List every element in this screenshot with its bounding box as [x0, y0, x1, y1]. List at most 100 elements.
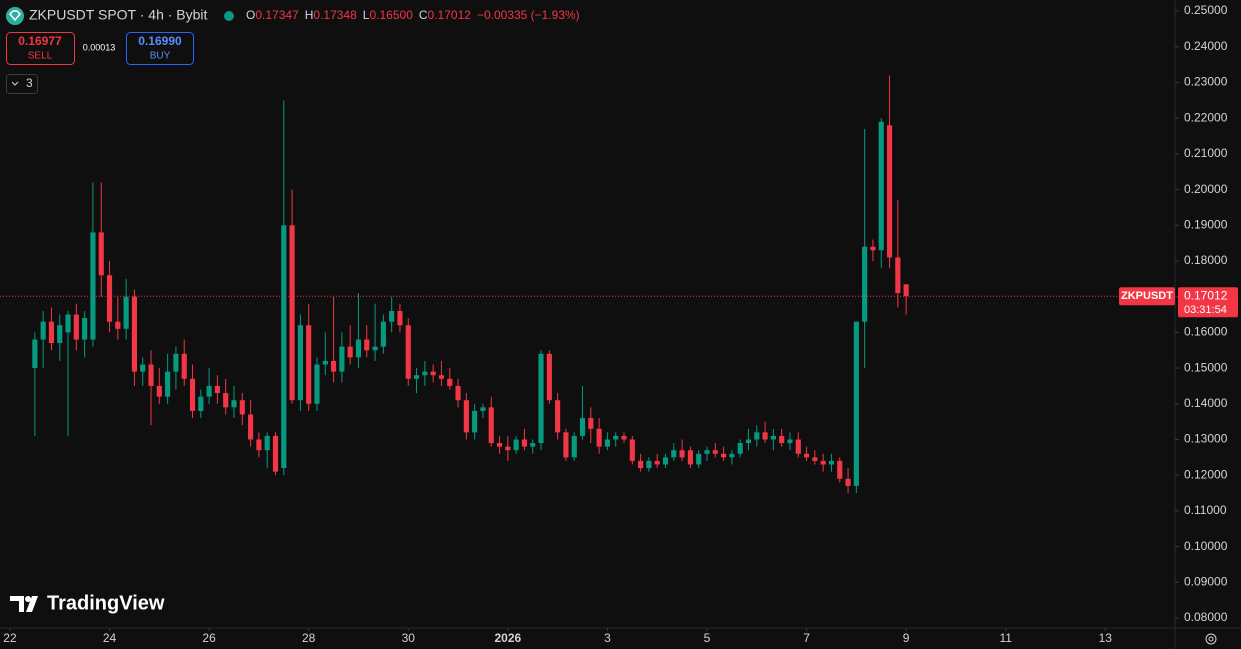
- candle-body: [629, 439, 635, 461]
- candle-body: [621, 435, 627, 440]
- candle-body: [40, 321, 46, 340]
- candle-body: [148, 364, 154, 386]
- candle-body: [106, 275, 113, 322]
- candle-body: [140, 364, 146, 372]
- candle-body: [878, 121, 884, 251]
- candle-body: [546, 353, 552, 401]
- candle-body: [239, 400, 245, 415]
- candle-body: [422, 371, 428, 376]
- candle-body: [638, 460, 644, 469]
- x-tick-label: 13: [1099, 631, 1113, 645]
- candle-body: [779, 435, 785, 444]
- candle-body: [837, 460, 843, 479]
- brand-logo-dot: [25, 596, 31, 602]
- candle-body: [281, 225, 287, 469]
- sell-label[interactable]: SELL: [28, 51, 53, 62]
- candle-body: [165, 371, 171, 397]
- candle-body: [438, 375, 445, 379]
- candle-body: [272, 435, 279, 472]
- x-tick-label: 26: [202, 631, 216, 645]
- y-tick-label: 0.12000: [1184, 467, 1228, 481]
- candle-body: [903, 284, 909, 297]
- sell-button[interactable]: [6, 32, 75, 65]
- c-label: C: [419, 8, 428, 22]
- x-tick-label: 30: [402, 631, 416, 645]
- y-tick-label: 0.15000: [1184, 360, 1228, 374]
- candle-body: [812, 457, 818, 461]
- candle-body: [579, 418, 586, 436]
- candle-body: [397, 310, 403, 326]
- candle-body: [322, 360, 328, 365]
- x-tick-label: 28: [302, 631, 316, 645]
- x-tick-label: 22: [3, 631, 17, 645]
- candle-body: [355, 339, 362, 358]
- candle-body: [372, 346, 378, 351]
- y-tick-label: 0.14000: [1184, 396, 1228, 410]
- y-tick-label: 0.24000: [1184, 39, 1228, 53]
- candle-body: [795, 439, 801, 454]
- l-value: 0.16500: [369, 8, 413, 22]
- indicators-toggle[interactable]: [6, 74, 38, 94]
- y-tick-label: 0.16000: [1184, 325, 1228, 339]
- candle-body: [248, 414, 254, 440]
- candle-body: [803, 453, 810, 458]
- candle-body: [264, 435, 270, 451]
- buy-label[interactable]: BUY: [150, 51, 171, 62]
- buy-button[interactable]: [126, 32, 194, 65]
- symbol-tag: [1119, 287, 1175, 306]
- candle-body: [206, 385, 212, 397]
- candle-body: [463, 400, 469, 433]
- candle-body: [646, 460, 652, 469]
- c-value: 0.17012: [428, 8, 472, 22]
- candle-body: [862, 246, 868, 322]
- status-dot: [224, 11, 234, 21]
- candle-body: [654, 460, 660, 465]
- candle-body: [513, 439, 519, 451]
- y-tick-label: 0.19000: [1184, 217, 1228, 231]
- candle-body: [895, 257, 901, 294]
- candle-body: [521, 439, 528, 447]
- candle-body: [231, 400, 237, 408]
- candle-body: [571, 435, 577, 458]
- candle-body: [65, 314, 71, 333]
- candle-body: [754, 432, 760, 440]
- sell-price[interactable]: 0.16977: [18, 34, 62, 48]
- ohlc: O0.17347 H0.17348 L0.16500 C0.17012 −0.00335…: [246, 8, 580, 22]
- candle-body: [679, 450, 685, 458]
- candle-body: [380, 321, 386, 347]
- candle-body: [480, 407, 486, 411]
- y-tick-label: 0.23000: [1184, 75, 1228, 89]
- candle-body: [455, 385, 461, 401]
- candle-body: [32, 339, 38, 369]
- candle-body: [430, 371, 436, 376]
- candle-body: [48, 321, 55, 344]
- candle-body: [820, 460, 826, 465]
- y-tick-label: 0.20000: [1184, 182, 1228, 196]
- candle-body: [729, 453, 735, 458]
- candle-body: [339, 346, 345, 372]
- candle-body: [870, 246, 876, 251]
- candle-body: [613, 435, 619, 440]
- candle-body: [156, 385, 162, 397]
- candle-body: [762, 432, 768, 440]
- candle-body: [845, 478, 851, 486]
- x-tick-label: 5: [704, 631, 711, 645]
- candle-body: [505, 446, 511, 451]
- candle-body: [596, 428, 602, 447]
- settings-icon[interactable]: [1205, 633, 1217, 645]
- candle-body: [538, 353, 544, 444]
- candle-body: [530, 443, 536, 447]
- settings-icon-center: [1208, 636, 1214, 642]
- candle-body: [256, 439, 262, 451]
- candle-body: [198, 396, 204, 411]
- price-tag-countdown: 03:31:54: [1184, 304, 1227, 316]
- candle-body: [737, 443, 743, 454]
- x-tick-label: 7: [803, 631, 810, 645]
- buy-price[interactable]: 0.16990: [138, 34, 182, 48]
- y-tick-label: 0.11000: [1184, 503, 1227, 517]
- o-label: O: [246, 8, 255, 22]
- indicators-count[interactable]: 3: [26, 76, 33, 90]
- candle-body: [297, 325, 303, 401]
- x-tick-label: 24: [103, 631, 117, 645]
- candle-body: [671, 450, 677, 458]
